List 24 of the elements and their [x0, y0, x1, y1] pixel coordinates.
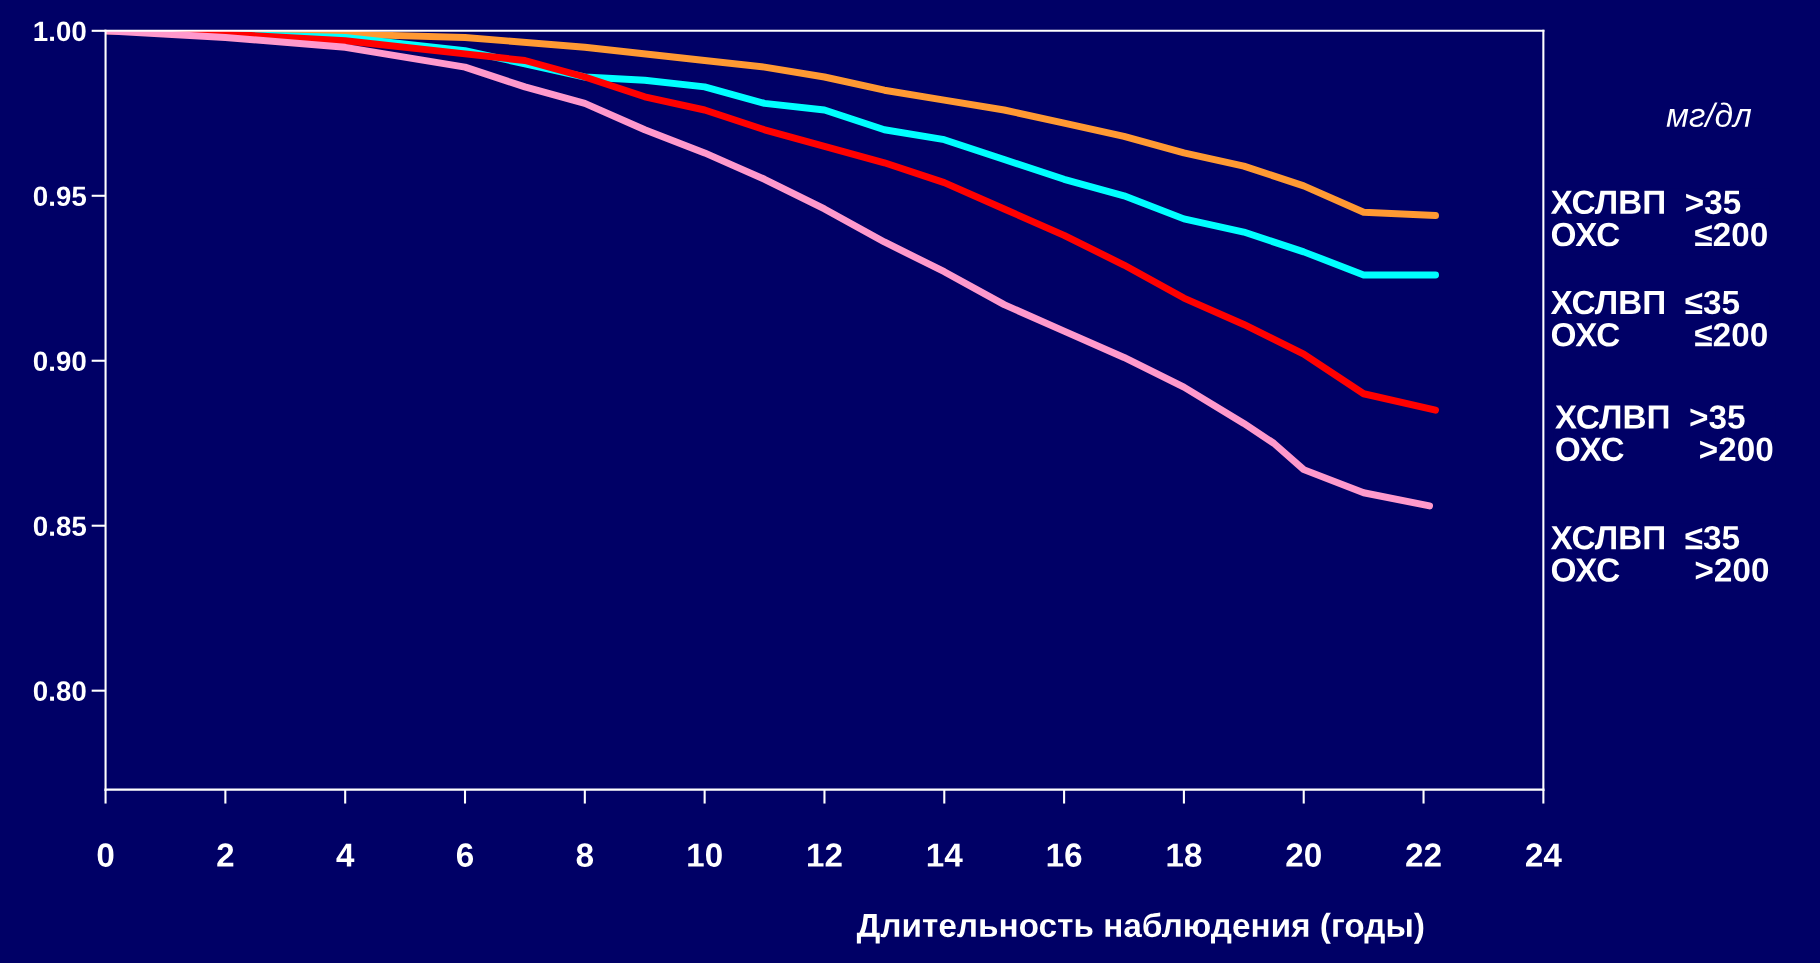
text: ХСЛВП ≤35 ОХС >200 — [1550, 525, 1769, 582]
x-tick-label: 6 — [456, 843, 474, 867]
y-tick-label: 0.95 — [33, 186, 87, 207]
x-tick-label: 20 — [1286, 843, 1321, 867]
x-tick-label: 16 — [1047, 843, 1082, 867]
x-tick-label: 18 — [1167, 843, 1202, 867]
x-tick-label: 8 — [576, 843, 594, 867]
text: ХСЛВП ≤35 ОХС ≤200 — [1550, 290, 1767, 347]
y-tick-label: 0.90 — [33, 351, 86, 372]
x-tick-label: 24 — [1525, 843, 1562, 867]
x-tick-label: 14 — [927, 843, 963, 867]
y-tick-label: 1.00 — [34, 21, 86, 42]
y-tick-label: 0.85 — [33, 516, 87, 537]
x-tick-label: 22 — [1406, 843, 1441, 867]
text: ХСЛВП >35 ОХС >200 — [1555, 405, 1773, 462]
x-axis-title: Длительность наблюдения (годы) — [856, 912, 1424, 944]
x-tick-label: 2 — [217, 843, 234, 867]
x-tick-label: 10 — [688, 843, 722, 867]
x-tick-label: 12 — [808, 843, 842, 867]
x-tick-label: 0 — [97, 843, 114, 867]
x-tick-label: 4 — [336, 843, 355, 867]
text: ХСЛВП >35 ОХС ≤200 — [1550, 190, 1767, 247]
text: мг/дл — [1666, 102, 1752, 128]
y-tick-label: 0.80 — [33, 681, 86, 702]
